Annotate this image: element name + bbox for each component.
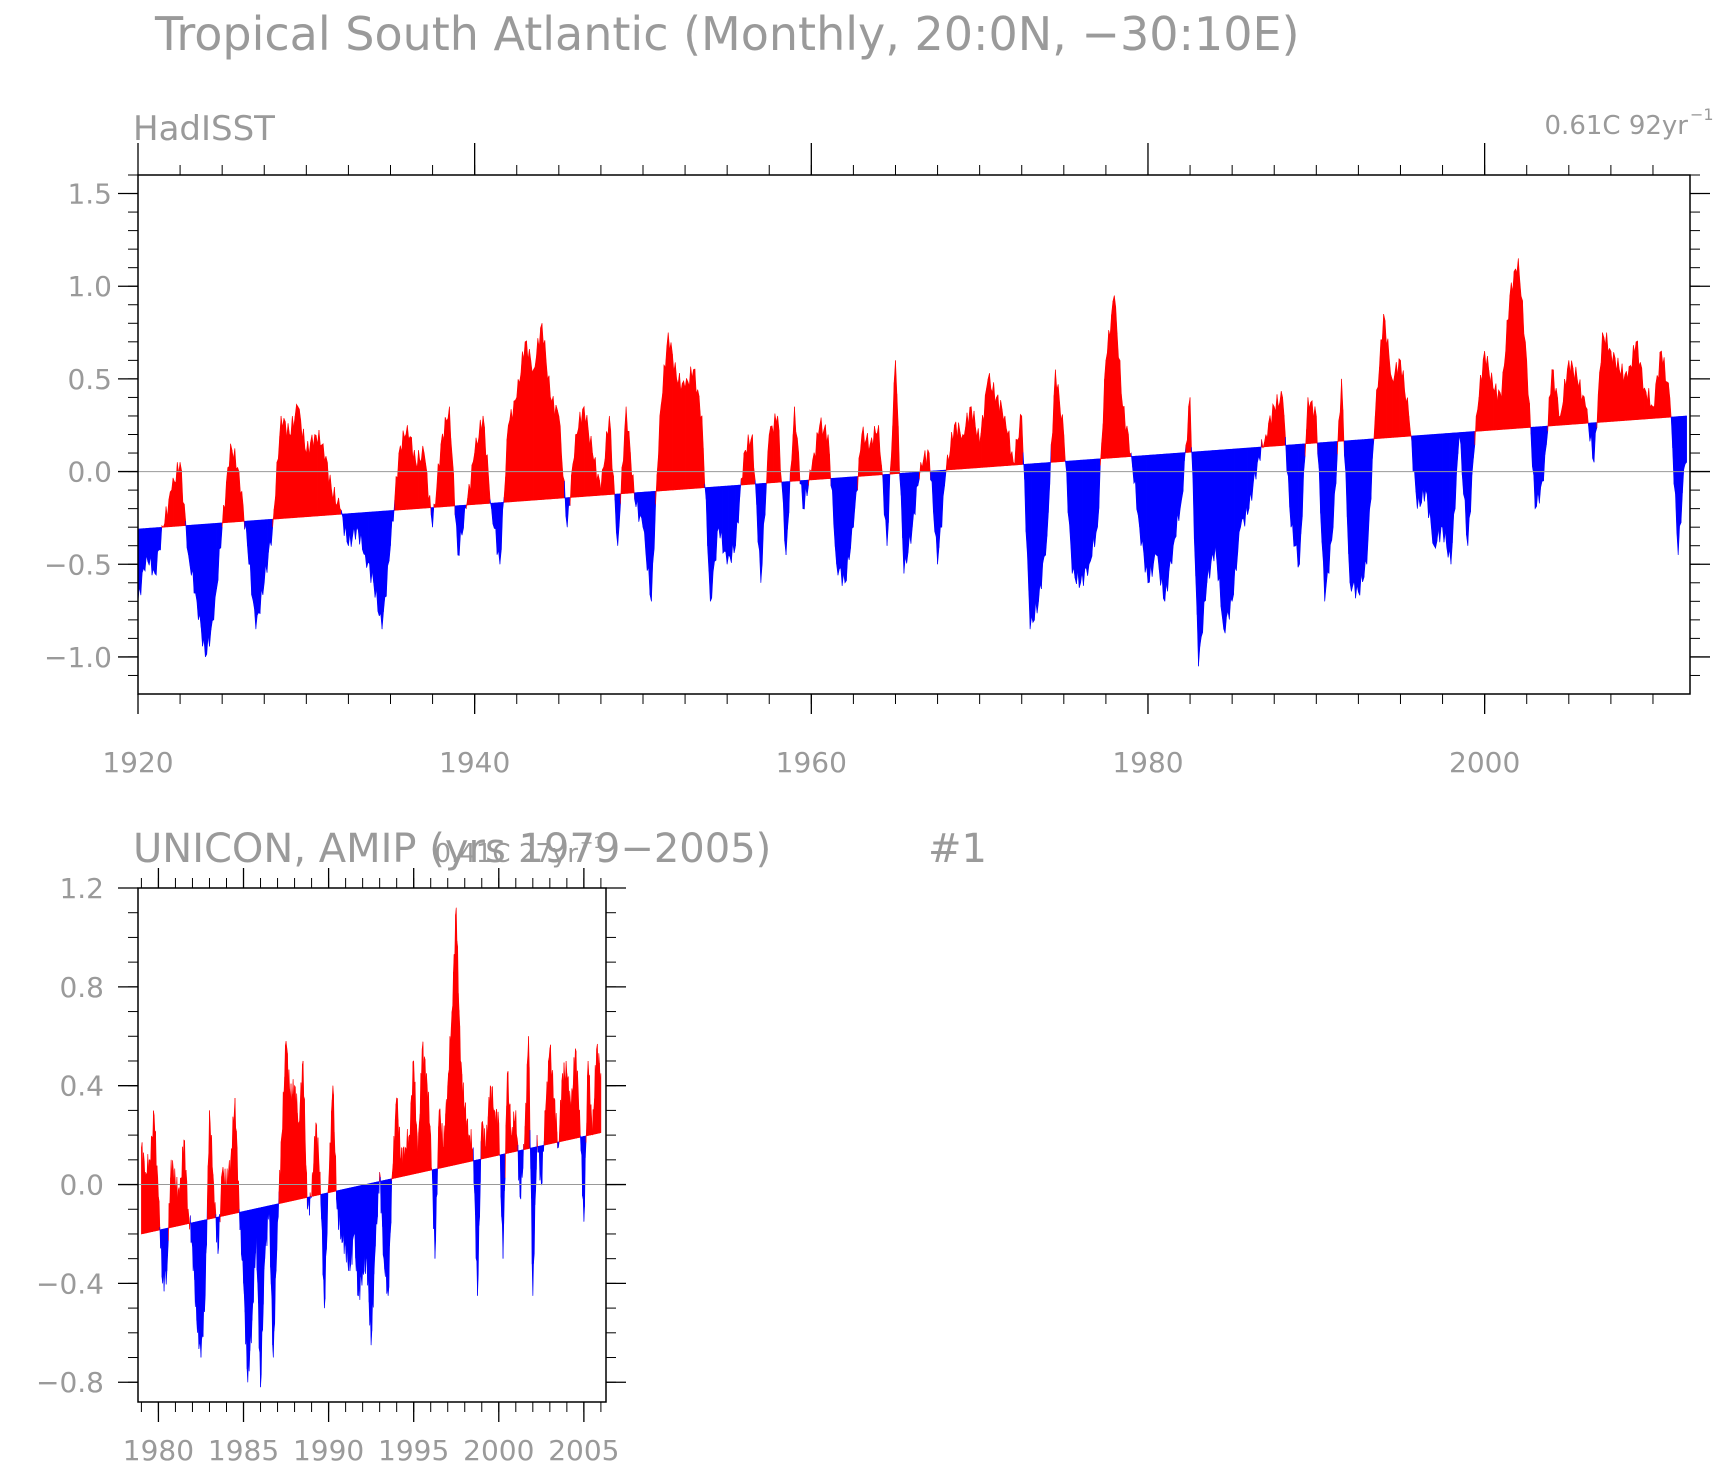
hadisst-segment — [1684, 415, 1687, 465]
unicon-x-tick-label: 1985 — [208, 1434, 279, 1466]
unicon-trend-label: 0.41C 27yr — [435, 839, 579, 869]
hadisst-segment — [1128, 433, 1131, 458]
unicon-y-tick-label: 0.8 — [59, 971, 104, 1004]
hadisst-data-area — [138, 258, 1690, 667]
unicon-frame — [137, 887, 607, 1403]
unicon-segment — [430, 1135, 432, 1171]
hadisst-segment — [160, 525, 163, 550]
hadisst-segment — [463, 504, 466, 529]
hadisst-y-tick-label: 1.5 — [67, 178, 112, 211]
unicon-x-tick-label: 2000 — [463, 1434, 534, 1466]
hadisst-y-tick-label: 1.0 — [67, 270, 112, 303]
unicon-data-area — [138, 907, 606, 1388]
unicon-x-tick-label: 1980 — [123, 1434, 194, 1466]
hadisst-segment — [1063, 434, 1066, 462]
unicon-segment — [599, 1073, 602, 1134]
hadisst-segment — [764, 482, 767, 516]
panel-unicon: UNICON, AMIP (yrs 1979−2005) #1 0.41C 27… — [36, 826, 987, 1466]
hadisst-y-tick-label: −0.5 — [44, 548, 112, 581]
hadisst-axes: −1.0 −0.5 0.0 0.5 1.0 1.5 1920 1940 1960 1980 2000 — [44, 143, 1710, 779]
unicon-segment — [158, 1201, 161, 1231]
page-title: Tropical South Atlantic (Monthly, 20:0N,… — [154, 7, 1300, 61]
unicon-x-tick-label: 1995 — [378, 1434, 449, 1466]
hadisst-segment — [798, 452, 801, 484]
hadisst-segment — [1098, 458, 1101, 509]
unicon-trend-label-sup: −1 — [580, 833, 604, 852]
unicon-y-tick-label: −0.4 — [36, 1267, 104, 1300]
unicon-segment — [238, 1180, 240, 1213]
unicon-title: UNICON, AMIP (yrs 1979−2005) — [133, 826, 771, 872]
hadisst-segment — [1189, 397, 1192, 453]
unicon-segment — [579, 1110, 581, 1138]
hadisst-segment — [1372, 438, 1375, 459]
hadisst-x-tick-label: 1920 — [102, 746, 173, 779]
hadisst-title: HadISST — [133, 109, 275, 149]
hadisst-segment — [1457, 432, 1460, 454]
unicon-plot-area — [138, 907, 606, 1388]
hadisst-segment — [897, 426, 900, 477]
unicon-segment — [218, 1214, 220, 1248]
hadisst-y-tick-label: 0.0 — [67, 456, 112, 489]
hadisst-trend-label-sup: −1 — [1690, 105, 1714, 124]
unicon-segment — [498, 1122, 500, 1156]
hadisst-y-tick-label: 0.5 — [67, 363, 112, 396]
hadisst-segment — [888, 473, 891, 523]
hadisst-y-tick-label: −1.0 — [44, 641, 112, 674]
hadisst-x-tick-label: 1940 — [439, 746, 510, 779]
unicon-y-tick-label: 0.4 — [59, 1070, 104, 1103]
hadisst-segment — [703, 448, 706, 489]
hadisst-x-tick-label: 2000 — [1449, 746, 1520, 779]
hadisst-x-tick-label: 1960 — [776, 746, 847, 779]
hadisst-segment — [1669, 397, 1672, 419]
panel-hadisst: HadISST 0.61C 92yr −1 −1.0 −0.5 0.0 0.5 1.0 1… — [44, 105, 1714, 779]
unicon-y-tick-label: −0.8 — [36, 1366, 104, 1399]
unicon-run-label: #1 — [928, 826, 987, 872]
unicon-y-tick-label: 0.0 — [59, 1169, 104, 1202]
hadisst-segment — [944, 469, 947, 487]
unicon-segment — [326, 1192, 329, 1233]
unicon-y-tick-label: 1.2 — [59, 872, 104, 905]
unicon-axes: −0.8 −0.4 0.0 0.4 0.8 1.2 1980 1985 1990 1995 2000… — [36, 868, 626, 1466]
hadisst-x-tick-label: 1980 — [1112, 746, 1183, 779]
unicon-x-tick-label: 1990 — [293, 1434, 364, 1466]
hadisst-trend-label: 0.61C 92yr — [1545, 111, 1689, 141]
unicon-segment — [390, 1178, 393, 1224]
unicon-x-tick-label: 2005 — [548, 1434, 619, 1466]
hadisst-plot-area — [138, 258, 1690, 667]
unicon-segment — [541, 1145, 544, 1184]
